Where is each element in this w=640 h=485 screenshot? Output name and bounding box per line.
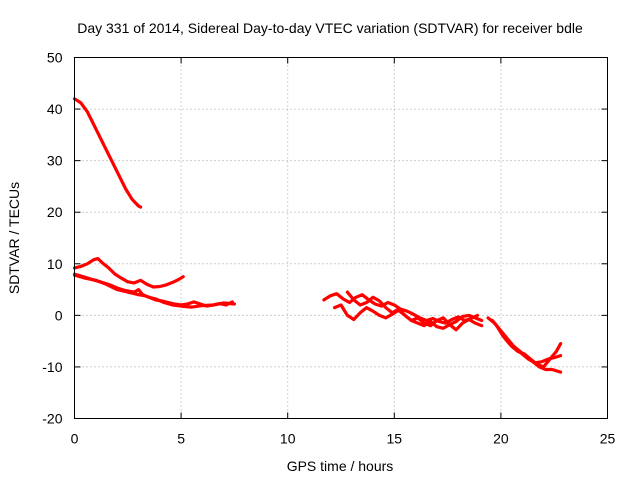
tick-labels: 0 5 10 15 20 25 -20 -10 0 10 20 30 40 50 bbox=[42, 50, 615, 447]
y-tick-label: 20 bbox=[47, 204, 63, 220]
series-line-trace-2 bbox=[72, 257, 185, 289]
x-tick-label: 0 bbox=[71, 431, 79, 447]
x-tick-label: 20 bbox=[493, 431, 509, 447]
x-tick-label: 25 bbox=[600, 431, 616, 447]
y-tick-label: -20 bbox=[42, 411, 62, 427]
x-tick-label: 10 bbox=[280, 431, 296, 447]
x-axis-label: GPS time / hours bbox=[287, 458, 394, 474]
x-tick-label: 5 bbox=[177, 431, 185, 447]
series-line-trace-10 bbox=[495, 324, 563, 365]
series-line-trace-5 bbox=[322, 292, 479, 325]
plot-area bbox=[72, 97, 563, 374]
grid bbox=[74, 57, 608, 419]
chart-title: Day 331 of 2014, Sidereal Day-to-day VTE… bbox=[77, 20, 583, 36]
x-tick-label: 15 bbox=[387, 431, 403, 447]
y-axis-label: SDTVAR / TECUs bbox=[6, 182, 22, 294]
y-tick-label: 30 bbox=[47, 153, 63, 169]
series-line-trace-4 bbox=[72, 273, 236, 309]
plot-frame bbox=[74, 57, 608, 419]
series-line-trace-1 bbox=[72, 97, 143, 209]
y-tick-label: 40 bbox=[47, 101, 63, 117]
y-tick-label: 0 bbox=[55, 307, 63, 323]
y-tick-label: 10 bbox=[47, 256, 63, 272]
series-line-trace-7 bbox=[345, 290, 484, 328]
y-tick-label: 50 bbox=[47, 50, 63, 66]
axis-ticks bbox=[74, 57, 608, 419]
y-tick-label: -10 bbox=[42, 359, 62, 375]
series-line-trace-3 bbox=[72, 272, 234, 308]
